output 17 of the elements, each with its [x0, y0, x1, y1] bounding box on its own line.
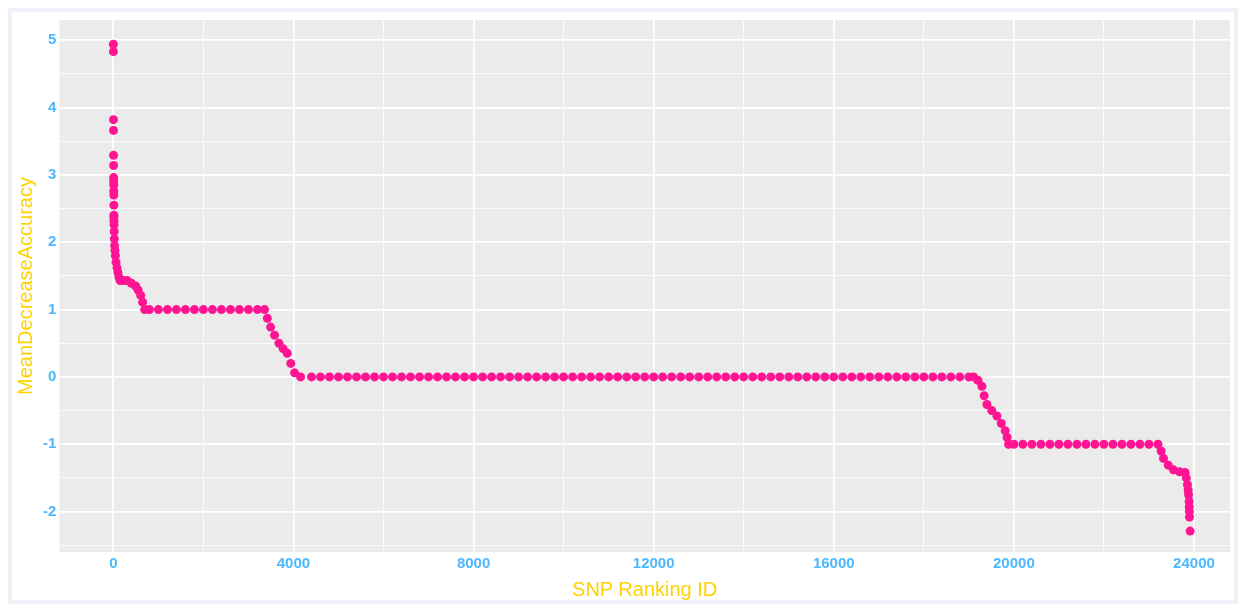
y-tick-label: 4 [47, 97, 57, 115]
x-tick-label: 12000 [632, 554, 675, 572]
x-tick-label: 4000 [276, 554, 311, 572]
x-tick-label: 20000 [993, 554, 1035, 572]
x-tick-label: 0 [109, 554, 118, 572]
x-axis-title: SNP Ranking ID [572, 577, 718, 600]
y-tick-label: -2 [42, 501, 57, 519]
x-tick-label: 24000 [1173, 554, 1215, 572]
y-tick-label: 2 [47, 232, 57, 250]
x-tick-label: 16000 [812, 554, 855, 572]
y-tick-label: -1 [42, 434, 57, 452]
x-tick-label: 8000 [456, 554, 491, 572]
y-tick-label: 5 [47, 30, 57, 48]
y-tick-label: 1 [47, 299, 57, 317]
y-tick-label: 0 [47, 367, 57, 385]
y-tick-label: 3 [47, 165, 57, 183]
y-axis-title: MeanDecreaseAccuracy [13, 177, 36, 395]
